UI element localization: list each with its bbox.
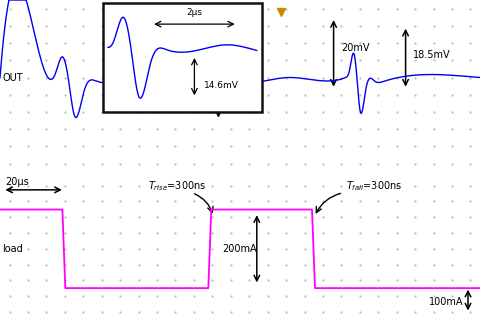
Text: 200mA: 200mA (223, 244, 257, 254)
Text: 20mV: 20mV (341, 43, 369, 53)
Text: load: load (2, 244, 23, 254)
Text: 14.6mV: 14.6mV (226, 105, 263, 115)
Text: 2μs: 2μs (186, 8, 203, 17)
Text: 100mA: 100mA (429, 297, 463, 307)
Text: $T_{rise}$=300ns: $T_{rise}$=300ns (148, 179, 207, 193)
Text: OUT: OUT (2, 72, 23, 83)
Text: 14.6mV: 14.6mV (204, 81, 239, 90)
Bar (103, 4, 262, 112)
Text: 18.5mV: 18.5mV (413, 50, 450, 60)
Text: 20μs: 20μs (5, 177, 28, 187)
Text: $T_{fall}$=300ns: $T_{fall}$=300ns (346, 179, 402, 193)
